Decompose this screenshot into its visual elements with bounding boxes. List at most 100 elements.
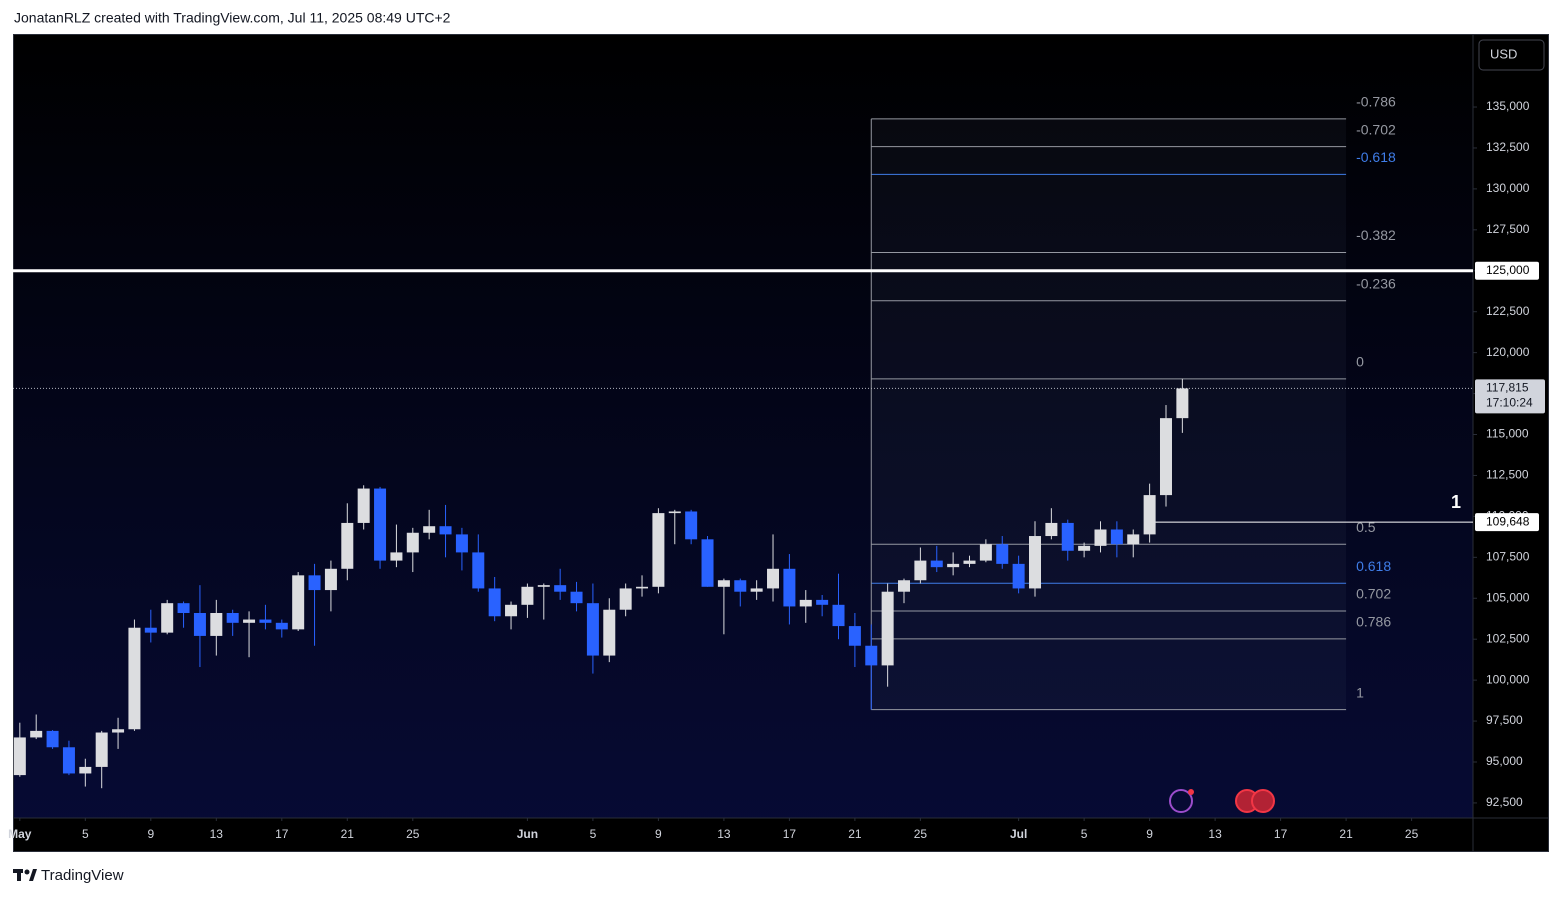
candle-body bbox=[717, 580, 730, 587]
fib-level-label: 0.786 bbox=[1356, 614, 1391, 630]
x-tick-label: 21 bbox=[341, 827, 355, 841]
candle-body bbox=[406, 532, 419, 553]
candle-body bbox=[1094, 529, 1107, 546]
x-tick-label: 5 bbox=[590, 827, 597, 841]
y-tick-label: 102,500 bbox=[1486, 631, 1530, 645]
candle-body bbox=[472, 552, 485, 589]
candle-body bbox=[341, 522, 354, 569]
x-tick-label: 17 bbox=[275, 827, 289, 841]
candle-body bbox=[144, 627, 157, 633]
candle-body bbox=[177, 603, 190, 613]
candle-body bbox=[636, 586, 649, 589]
x-tick-label: 9 bbox=[147, 827, 154, 841]
price-axis-background bbox=[1473, 34, 1549, 852]
candle-body bbox=[979, 544, 992, 561]
candle-body bbox=[161, 603, 174, 633]
candle-body bbox=[439, 526, 452, 535]
candle-body bbox=[554, 585, 567, 592]
y-tick-label: 120,000 bbox=[1486, 345, 1530, 359]
candle-body bbox=[423, 526, 436, 533]
candle-body bbox=[390, 552, 403, 561]
candle-body bbox=[734, 580, 747, 592]
x-tick-label: 9 bbox=[1146, 827, 1153, 841]
price-label: 125,000 bbox=[1486, 263, 1530, 277]
candle-body bbox=[1029, 536, 1041, 589]
brand-logo bbox=[13, 869, 37, 881]
fib-level-label: -0.236 bbox=[1356, 275, 1396, 291]
y-tick-label: 92,500 bbox=[1486, 795, 1523, 809]
x-tick-label: 13 bbox=[717, 827, 731, 841]
y-tick-label: 105,000 bbox=[1486, 590, 1530, 604]
x-tick-label: 21 bbox=[1339, 827, 1353, 841]
x-tick-label: 25 bbox=[406, 827, 420, 841]
candle-body bbox=[898, 580, 911, 592]
candle-body bbox=[521, 586, 534, 605]
plot-area bbox=[13, 118, 1473, 789]
candle-body bbox=[668, 511, 681, 514]
candle-body bbox=[996, 544, 1009, 564]
overlay: 92,500 95,000 97,500 100,000 102,500 105,000 1… bbox=[8, 94, 1545, 841]
candle-body bbox=[308, 575, 321, 591]
candle-body bbox=[832, 604, 845, 627]
x-tick-label: 13 bbox=[210, 827, 224, 841]
x-tick-label: 21 bbox=[848, 827, 862, 841]
countdown-label: 17:10:24 bbox=[1486, 396, 1533, 410]
x-tick-label: Jun bbox=[517, 827, 538, 841]
ray-text: 1 bbox=[1451, 492, 1461, 512]
fib-level-label: -0.618 bbox=[1356, 149, 1396, 165]
candle-body bbox=[357, 488, 370, 523]
candle-body bbox=[210, 612, 223, 636]
candle-body bbox=[799, 599, 812, 607]
x-tick-label: Jul bbox=[1010, 827, 1027, 841]
candle-body bbox=[46, 730, 59, 748]
y-tick-label: 100,000 bbox=[1486, 672, 1530, 686]
candle-body bbox=[1110, 529, 1123, 545]
candle-body bbox=[750, 588, 763, 592]
event-dot bbox=[1188, 789, 1194, 795]
y-tick-label: 132,500 bbox=[1486, 140, 1530, 154]
candle-body bbox=[865, 645, 878, 666]
price-label-box bbox=[1475, 261, 1539, 280]
price-label-box bbox=[1475, 513, 1539, 532]
candle-body bbox=[619, 588, 632, 610]
candle-body bbox=[930, 560, 943, 568]
candle-body bbox=[259, 619, 272, 623]
x-tick-label: 17 bbox=[783, 827, 797, 841]
candle-body bbox=[816, 599, 829, 605]
candle-body bbox=[537, 585, 550, 587]
fib-level-label: -0.702 bbox=[1356, 121, 1396, 137]
currency-button[interactable] bbox=[1478, 39, 1545, 71]
candle-body bbox=[193, 612, 206, 636]
candle-body bbox=[1078, 545, 1091, 551]
candle-body bbox=[652, 513, 665, 587]
currency-label: USD bbox=[1490, 46, 1517, 61]
fib-level-label: 0.5 bbox=[1356, 519, 1376, 535]
fib-level-label: 0.618 bbox=[1356, 558, 1391, 574]
candle-body bbox=[1143, 495, 1156, 535]
candle-body bbox=[914, 560, 927, 581]
y-tick-label: 122,500 bbox=[1486, 304, 1530, 318]
candle-body bbox=[79, 766, 92, 774]
fib-zone bbox=[871, 118, 1347, 710]
candle-body bbox=[1061, 522, 1074, 551]
candle-body bbox=[603, 609, 616, 656]
x-tick-label: 9 bbox=[655, 827, 662, 841]
candle-body bbox=[275, 622, 288, 630]
fib-level-label: 1 bbox=[1356, 684, 1364, 700]
candle-body bbox=[30, 730, 43, 738]
price-label: 109,648 bbox=[1486, 514, 1530, 528]
candle-body bbox=[95, 732, 108, 767]
candle-body bbox=[1127, 534, 1140, 545]
event-icons bbox=[1169, 789, 1275, 813]
candle-body bbox=[963, 560, 976, 564]
candle-body bbox=[1159, 418, 1172, 496]
fib-level-label: 0.702 bbox=[1356, 586, 1391, 602]
event-icon[interactable] bbox=[1251, 789, 1275, 813]
event-icon[interactable] bbox=[1169, 789, 1193, 813]
fib-level-label: 0 bbox=[1356, 354, 1364, 370]
x-tick-label: 17 bbox=[1274, 827, 1288, 841]
candle-body bbox=[324, 568, 337, 591]
last-price-label: 117,815 bbox=[1486, 381, 1529, 395]
